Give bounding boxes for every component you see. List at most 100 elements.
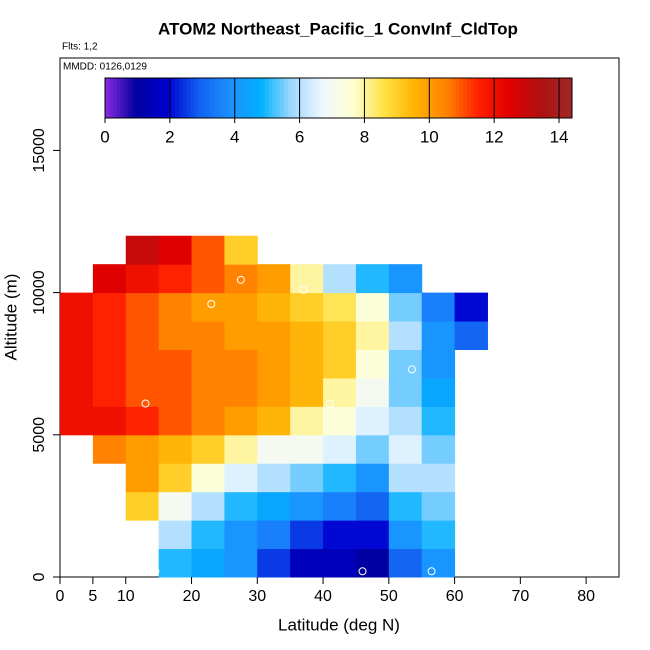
colorbar-swatch	[357, 78, 363, 118]
heatmap-cell	[191, 321, 225, 350]
heatmap-cell	[224, 406, 258, 436]
colorbar-swatch	[455, 78, 460, 118]
heatmap-cell	[323, 491, 357, 521]
heatmap-cell	[290, 463, 324, 493]
heatmap-cell	[323, 377, 357, 407]
colorbar-swatch	[505, 78, 511, 118]
heatmap-cell	[158, 520, 193, 550]
annotation: MMDD: 0126,0129	[63, 62, 147, 73]
colorbar-swatch	[245, 78, 250, 118]
heatmap-cell	[323, 463, 357, 493]
colorbar-swatch	[424, 78, 429, 118]
colorbar-swatch	[178, 78, 184, 118]
heatmap-cell	[257, 377, 291, 407]
colorbar-swatch	[560, 78, 565, 118]
observation-point	[207, 299, 216, 308]
observation-point	[427, 567, 436, 576]
observation-point	[358, 567, 367, 576]
colorbar-swatch	[229, 78, 234, 118]
heatmap-cell	[257, 491, 291, 521]
colorbar-swatch	[159, 78, 164, 118]
heatmap-cell	[290, 520, 324, 550]
heatmap-cell	[92, 377, 127, 407]
colorbar-swatch	[330, 78, 336, 118]
colorbar-tick-label: 0	[100, 127, 109, 146]
observation-point	[65, 439, 74, 448]
observation-point	[151, 567, 160, 576]
heatmap-cell	[92, 349, 127, 379]
colorbar-swatch	[459, 78, 464, 118]
heatmap-cell	[388, 520, 423, 550]
colorbar-swatch	[564, 78, 569, 118]
colorbar-swatch	[147, 78, 153, 118]
colorbar-swatch	[404, 78, 410, 118]
colorbar-swatch	[447, 78, 452, 118]
heatmap-cell	[191, 434, 225, 464]
x-tick-label: 40	[314, 588, 332, 605]
heatmap-cell	[323, 292, 357, 322]
colorbar-swatch	[392, 78, 398, 118]
heatmap-cell	[290, 292, 324, 322]
observation-point	[473, 280, 482, 289]
heatmap-cell	[388, 321, 423, 350]
heatmap-cell	[158, 292, 193, 322]
heatmap-cell	[355, 491, 390, 521]
heatmap-cell	[388, 434, 423, 464]
heatmap-cell	[323, 520, 357, 550]
colorbar-swatch	[256, 78, 262, 118]
heatmap-cell	[125, 349, 160, 379]
colorbar-swatch	[451, 78, 456, 118]
heatmap-cell	[323, 349, 357, 379]
colorbar-swatch	[373, 78, 378, 118]
heatmap-cell	[257, 463, 291, 493]
heatmap-cell	[257, 548, 291, 578]
colorbar-swatch	[400, 78, 406, 118]
heatmap-cell	[323, 321, 357, 350]
heatmap-cell	[125, 491, 160, 521]
heatmap-cell	[92, 321, 127, 350]
heatmap-cell	[421, 349, 456, 379]
colorbar-swatch	[490, 78, 495, 118]
colorbar-swatch	[132, 78, 137, 118]
colorbar-swatch	[428, 78, 433, 118]
colorbar-swatch	[136, 78, 141, 118]
colorbar-swatch	[307, 78, 312, 118]
colorbar-swatch	[143, 78, 149, 118]
observation-point	[325, 399, 334, 408]
heatmap-cell	[224, 491, 258, 521]
heatmap-cell	[257, 406, 291, 436]
x-tick-label: 60	[446, 588, 464, 605]
heatmap-cell	[158, 463, 193, 493]
colorbar-swatch	[408, 78, 413, 118]
heatmap-cell	[290, 434, 324, 464]
heatmap-cell	[224, 321, 258, 350]
colorbar-swatch	[108, 78, 114, 118]
colorbar-swatch	[443, 78, 448, 118]
heatmap-cell	[355, 349, 390, 379]
heatmap-cell	[290, 548, 324, 578]
colorbar-swatch	[124, 78, 129, 118]
colorbar-swatch	[241, 78, 246, 118]
heatmap-cell	[257, 349, 291, 379]
heatmap-cell	[323, 434, 357, 464]
heatmap-cell	[60, 292, 94, 322]
chart-title: ATOM2 Northeast_Pacific_1 ConvInf_CldTop	[158, 19, 518, 38]
colorbar-swatch	[128, 78, 133, 118]
colorbar-swatch	[494, 78, 499, 118]
colorbar-tick-label: 2	[165, 127, 174, 146]
heatmap-cell	[191, 235, 225, 265]
y-axis-label: Altitude (m)	[1, 274, 20, 361]
heatmap-cell	[355, 434, 390, 464]
colorbar-swatch	[412, 78, 417, 118]
heatmap-cell	[257, 434, 291, 464]
heatmap-cell	[421, 321, 456, 350]
colorbar-swatch	[536, 78, 542, 118]
heatmap-cell	[421, 377, 456, 407]
colorbar-swatch	[303, 78, 308, 118]
observation-point	[92, 251, 101, 260]
colorbar-swatch	[509, 78, 515, 118]
heatmap-cell	[355, 548, 390, 578]
heatmap-cell	[290, 377, 324, 407]
heatmap-cell	[92, 406, 127, 436]
